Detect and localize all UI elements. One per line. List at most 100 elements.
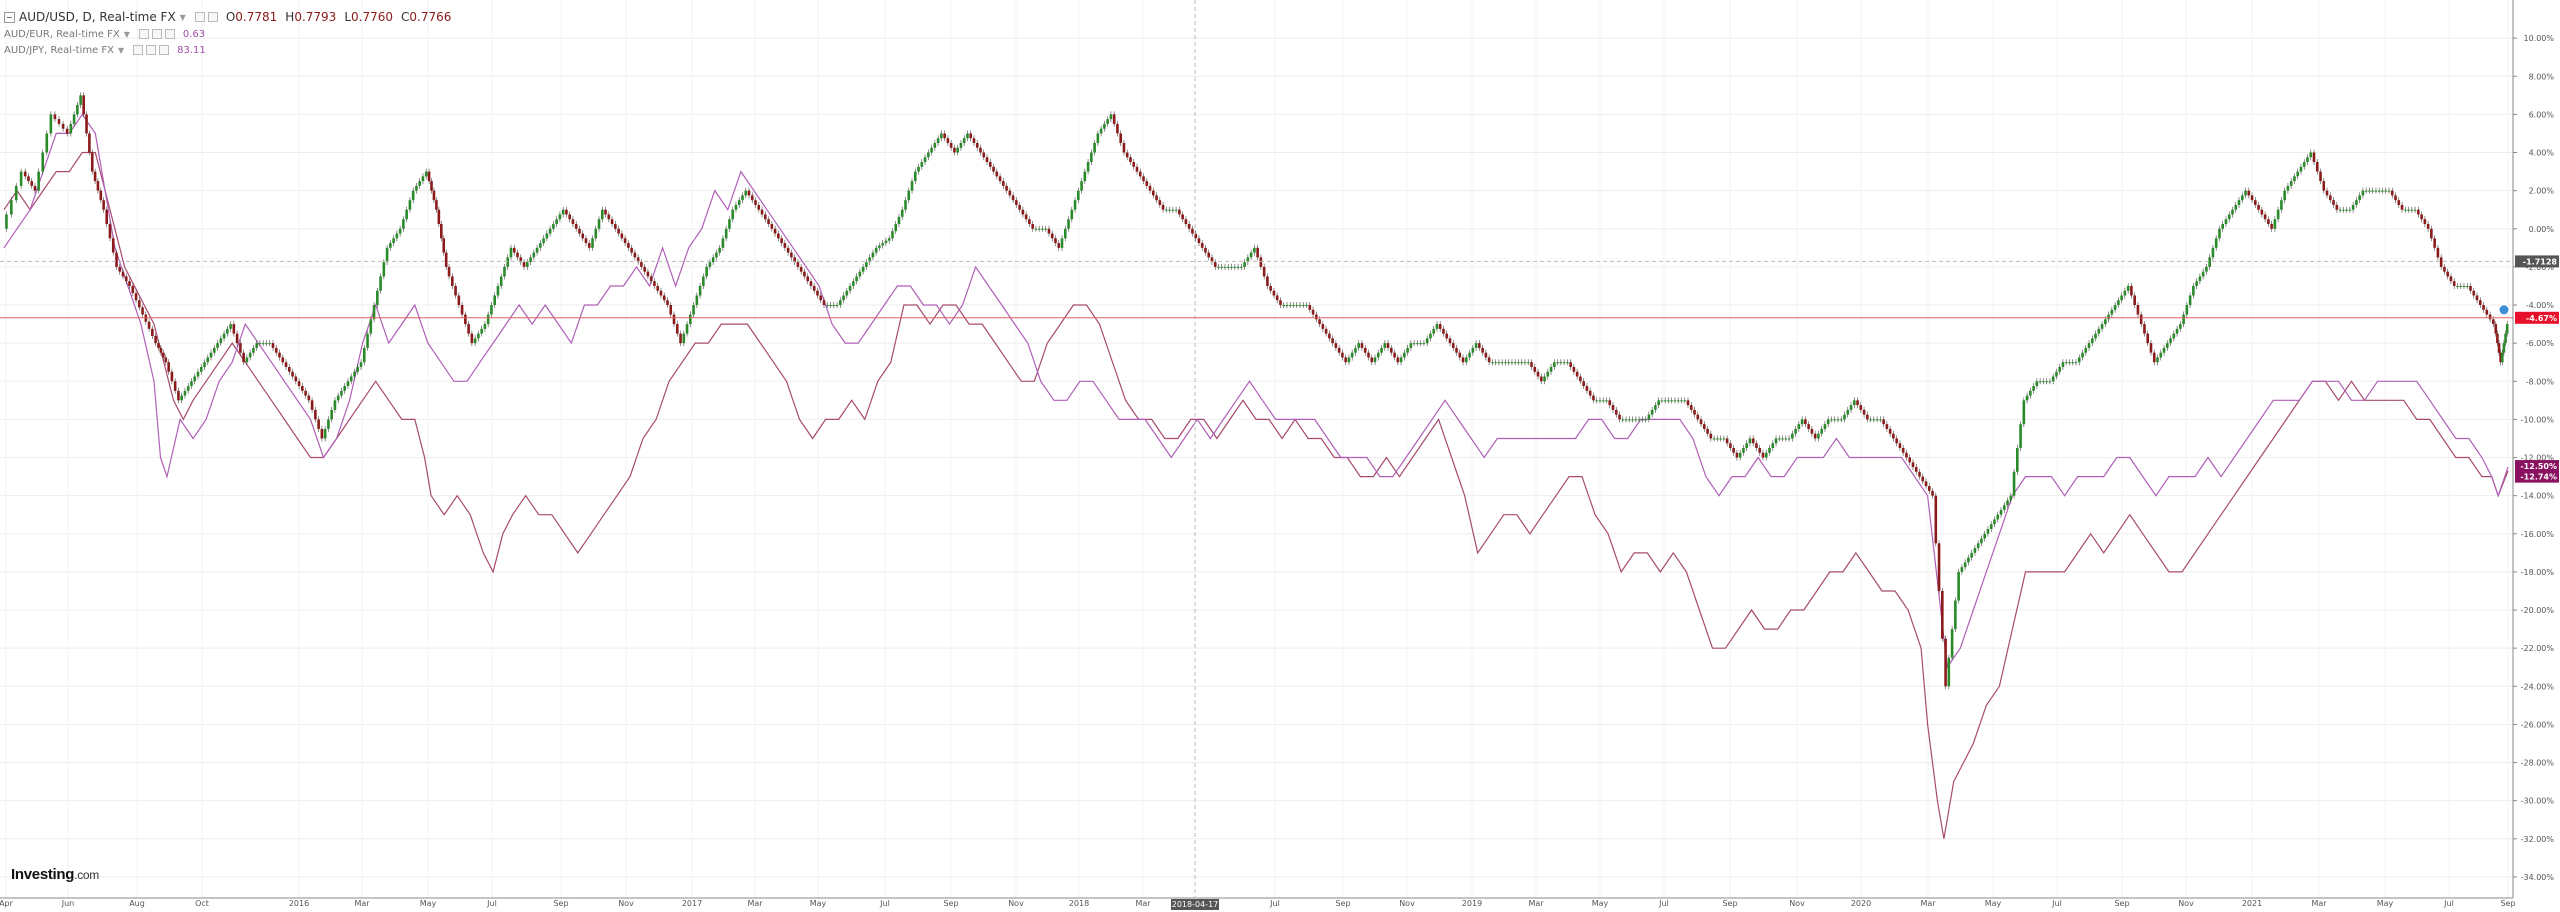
caret-down-icon[interactable]: ▼: [123, 29, 130, 39]
visibility-icon[interactable]: [138, 29, 149, 39]
candle-body: [1787, 438, 1791, 440]
visibility-icon[interactable]: [133, 45, 144, 55]
candle-body: [196, 371, 200, 377]
candle-body: [2499, 352, 2502, 363]
candle-body: [2162, 347, 2166, 353]
candle-body: [1259, 257, 1263, 267]
candle-body: [2016, 448, 2019, 472]
candle-body: [2497, 343, 2501, 353]
candle-body: [2342, 209, 2345, 211]
candle-body: [1533, 366, 1537, 372]
candle-body: [138, 300, 141, 308]
candle-body: [1546, 371, 1550, 377]
candle-body: [1090, 152, 1093, 163]
x-tick-label: Aug: [129, 899, 145, 908]
candle-body: [1409, 343, 1413, 348]
y-tick-label: -28.00%: [2521, 759, 2555, 768]
candle-body: [2397, 200, 2401, 205]
candle-body: [900, 209, 904, 217]
candle-body: [111, 238, 115, 253]
legend-sub1-row[interactable]: AUD/EUR, Real-time FX ▼ 0.63: [4, 26, 451, 42]
candle-body: [2156, 357, 2159, 363]
candle-body: [503, 266, 506, 277]
x-tick-label: Nov: [1399, 899, 1415, 908]
candle-body: [2250, 195, 2254, 201]
candle-body: [1422, 343, 1426, 345]
candle-body: [1491, 362, 1494, 364]
candle-body: [741, 195, 744, 201]
candle-body: [1060, 238, 1064, 248]
candle-body: [995, 171, 999, 177]
y-tick-label: 0.00%: [2529, 225, 2555, 234]
caret-down-icon[interactable]: ▼: [118, 45, 125, 55]
candle-body: [2198, 276, 2202, 282]
candle-body: [969, 133, 973, 139]
candle-body: [1797, 424, 1801, 429]
candle-body: [509, 247, 513, 258]
candle-body: [1993, 519, 1996, 525]
candle-body: [2420, 214, 2423, 220]
candle-body: [323, 428, 327, 439]
alert-marker-icon[interactable]: [2498, 304, 2510, 316]
candle-body: [2113, 305, 2117, 310]
candle-body: [1285, 305, 1289, 307]
y-tick-label: -8.00%: [2526, 377, 2555, 386]
candle-body: [330, 409, 333, 420]
caret-down-icon[interactable]: ▼: [179, 12, 186, 22]
legend-close-label: C: [401, 10, 410, 24]
close-icon[interactable]: [207, 12, 218, 22]
candle-body: [222, 333, 226, 339]
settings-icon[interactable]: [194, 12, 205, 22]
candle-body: [435, 200, 438, 210]
candle-body: [1963, 562, 1967, 568]
settings-icon[interactable]: [146, 45, 157, 55]
candle-body: [2293, 176, 2296, 182]
candle-body: [1706, 428, 1709, 434]
svg-text:-12.74%: -12.74%: [2520, 473, 2557, 482]
settings-icon[interactable]: [151, 29, 162, 39]
candle-body: [1178, 209, 1181, 215]
candle-body: [1941, 590, 1944, 639]
candle-body: [274, 347, 278, 353]
candle-body: [2332, 200, 2335, 205]
crosshair-x-tag: 2018-04-17: [1171, 899, 1219, 910]
candle-body: [1429, 333, 1432, 339]
legend-main-symbol: AUD/USD, D, Real-time FX: [19, 10, 176, 24]
candle-body: [411, 190, 415, 201]
candle-body: [829, 305, 832, 307]
candle-body: [291, 371, 294, 377]
candle-body: [2188, 295, 2192, 306]
candle-body: [728, 219, 731, 229]
candle-body: [1174, 209, 1178, 211]
candle-body: [917, 166, 920, 172]
candle-body: [1132, 162, 1136, 167]
candle-body: [1849, 405, 1853, 410]
candle-body: [1240, 266, 1243, 268]
candle-body: [457, 295, 461, 306]
candle-body: [1856, 400, 1859, 406]
candle-body: [1898, 443, 1902, 448]
candle-body: [385, 247, 389, 263]
candle-body: [1500, 362, 1504, 364]
candle-body: [229, 324, 232, 329]
x-tick-label: Sep: [1335, 899, 1350, 908]
candle-body: [389, 243, 392, 248]
legend-main-row[interactable]: AUD/USD, D, Real-time FX ▼ O 0.7781 H 0.77…: [4, 8, 451, 26]
legend-sub2-row[interactable]: AUD/JPY, Real-time FX ▼ 83.11: [4, 42, 451, 58]
candle-body: [2436, 247, 2440, 258]
candle-body: [1018, 204, 1021, 210]
candle-body: [173, 381, 177, 391]
candle-body: [2051, 376, 2055, 382]
collapse-icon[interactable]: [4, 11, 15, 23]
candle-body: [812, 285, 816, 291]
candle-body: [848, 285, 852, 291]
close-icon[interactable]: [159, 45, 170, 55]
candle-body: [600, 209, 604, 220]
candle-body: [2192, 285, 2195, 296]
legend: AUD/USD, D, Real-time FX ▼ O 0.7781 H 0.77…: [4, 8, 451, 58]
investing-logo[interactable]: Investing.com: [11, 866, 99, 883]
candle-body: [1282, 305, 1286, 307]
candle-body: [1468, 352, 1471, 358]
close-icon[interactable]: [164, 29, 175, 39]
